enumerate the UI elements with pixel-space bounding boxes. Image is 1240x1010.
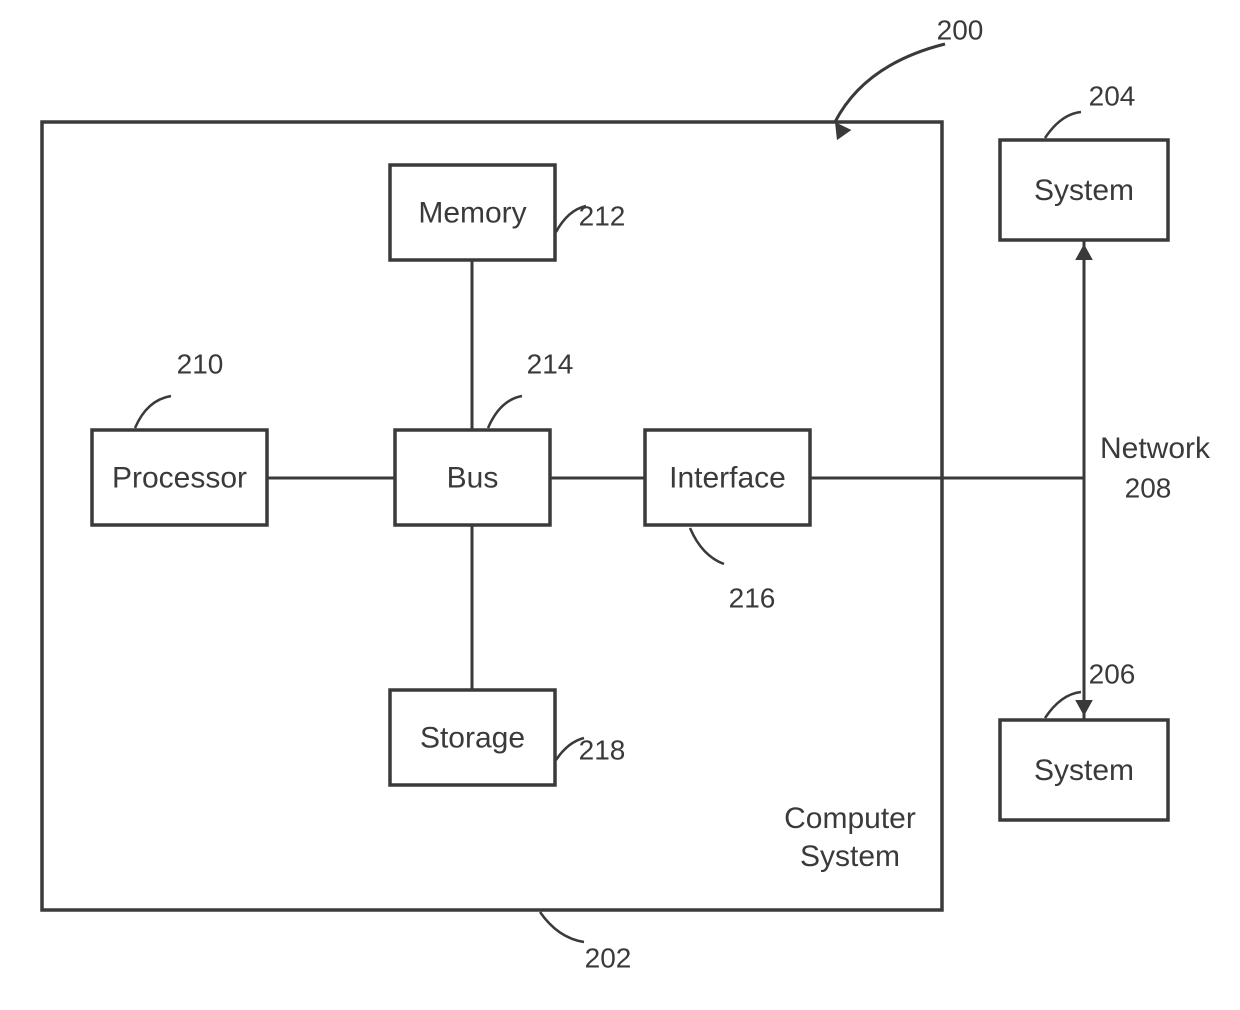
processor-label: Processor: [112, 461, 247, 494]
ref-204: 204: [1089, 80, 1136, 111]
bus-label: Bus: [447, 461, 499, 494]
ref-202: 202: [585, 942, 632, 973]
ref-206: 206: [1089, 658, 1136, 689]
computer-system-label-2: System: [800, 840, 900, 873]
arrowhead: [835, 122, 851, 140]
diagram-canvas: Computer System 202 Memory 212 Processor 210 Bu…: [0, 0, 1240, 1010]
arrowhead: [1075, 244, 1093, 260]
figure-ref-arrow: [835, 44, 945, 122]
memory-label: Memory: [418, 196, 526, 229]
ref-200: 200: [937, 14, 984, 45]
interface-label: Interface: [669, 461, 786, 494]
ref-212: 212: [579, 200, 626, 231]
storage-label: Storage: [420, 721, 525, 754]
ref-210: 210: [177, 348, 224, 379]
ref-216: 216: [729, 582, 776, 613]
ref-214: 214: [527, 348, 574, 379]
leader-206: [1045, 692, 1081, 718]
system1-label: System: [1034, 174, 1134, 207]
leader-204: [1045, 112, 1081, 138]
leader-216: [690, 528, 724, 564]
computer-system-label-1: Computer: [784, 802, 916, 835]
leader-210: [135, 396, 171, 428]
network-label: Network: [1100, 432, 1211, 465]
system2-label: System: [1034, 754, 1134, 787]
ref-208: 208: [1125, 472, 1172, 503]
arrowhead: [1075, 700, 1093, 716]
leader-202: [540, 912, 584, 942]
leader-214: [488, 396, 522, 428]
ref-218: 218: [579, 734, 626, 765]
